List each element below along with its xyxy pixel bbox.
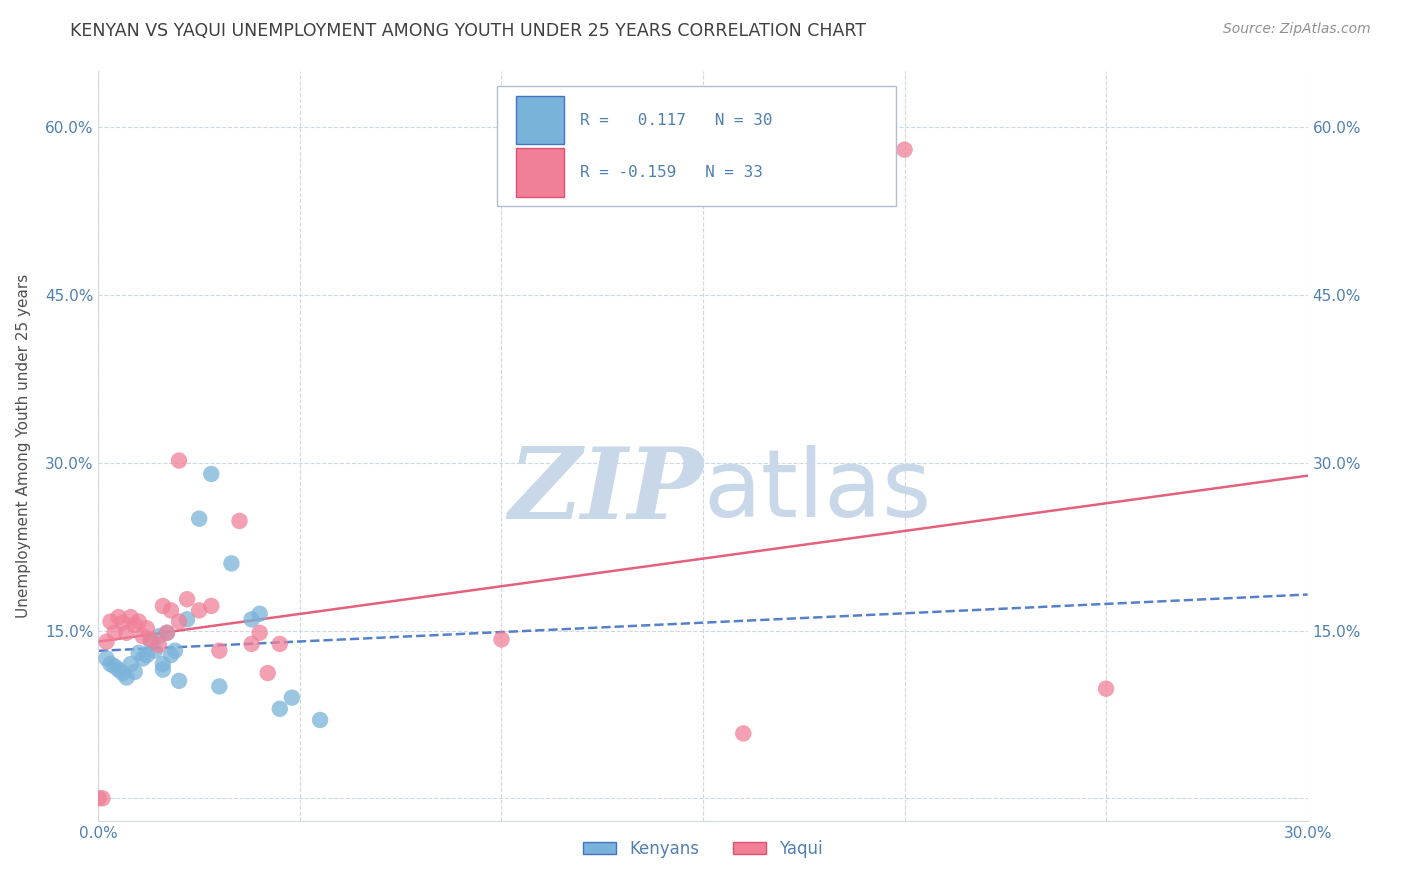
Point bbox=[1095, 681, 1118, 696]
Point bbox=[132, 651, 155, 665]
Point bbox=[152, 599, 174, 613]
Point bbox=[107, 610, 129, 624]
Text: KENYAN VS YAQUI UNEMPLOYMENT AMONG YOUTH UNDER 25 YEARS CORRELATION CHART: KENYAN VS YAQUI UNEMPLOYMENT AMONG YOUTH… bbox=[70, 22, 866, 40]
Point bbox=[188, 511, 211, 525]
Point bbox=[240, 612, 263, 626]
Point bbox=[733, 726, 755, 740]
Point bbox=[156, 625, 179, 640]
Text: atlas: atlas bbox=[703, 445, 931, 537]
Y-axis label: Unemployment Among Youth under 25 years: Unemployment Among Youth under 25 years bbox=[17, 274, 31, 618]
Point bbox=[87, 791, 110, 805]
Text: R = -0.159   N = 33: R = -0.159 N = 33 bbox=[579, 165, 762, 180]
Point bbox=[103, 625, 125, 640]
FancyBboxPatch shape bbox=[516, 95, 564, 145]
Point bbox=[893, 143, 915, 157]
Point bbox=[269, 702, 291, 716]
Point bbox=[221, 557, 243, 571]
Point bbox=[167, 615, 190, 629]
FancyBboxPatch shape bbox=[498, 87, 897, 206]
Point bbox=[249, 607, 271, 621]
Point bbox=[115, 625, 138, 640]
Point bbox=[309, 713, 332, 727]
Point bbox=[132, 629, 155, 643]
Point bbox=[120, 657, 142, 671]
Point bbox=[167, 453, 190, 467]
Point bbox=[135, 648, 157, 662]
Text: Source: ZipAtlas.com: Source: ZipAtlas.com bbox=[1223, 22, 1371, 37]
Point bbox=[208, 680, 231, 694]
Point bbox=[103, 659, 125, 673]
Point bbox=[139, 634, 162, 648]
Point bbox=[139, 632, 162, 647]
Point bbox=[91, 791, 114, 805]
Point bbox=[115, 671, 138, 685]
Point bbox=[124, 665, 146, 679]
Point bbox=[163, 643, 186, 657]
Point bbox=[160, 648, 183, 662]
Point bbox=[491, 632, 513, 647]
Legend: Kenyans, Yaqui: Kenyans, Yaqui bbox=[576, 833, 830, 864]
Point bbox=[100, 657, 122, 671]
Point bbox=[100, 615, 122, 629]
Point bbox=[228, 514, 250, 528]
Point bbox=[111, 615, 134, 630]
Point bbox=[152, 657, 174, 671]
Point bbox=[249, 625, 271, 640]
Point bbox=[128, 646, 150, 660]
Point bbox=[148, 629, 170, 643]
Point bbox=[281, 690, 304, 705]
Point bbox=[96, 634, 118, 648]
Point bbox=[200, 467, 222, 481]
Point bbox=[120, 610, 142, 624]
Point bbox=[143, 643, 166, 657]
Text: ZIP: ZIP bbox=[508, 442, 703, 539]
Point bbox=[176, 592, 198, 607]
Point bbox=[256, 666, 278, 681]
Point bbox=[200, 599, 222, 613]
Point bbox=[152, 663, 174, 677]
Point bbox=[111, 666, 134, 681]
Point bbox=[128, 615, 150, 629]
Point bbox=[124, 618, 146, 632]
Point bbox=[240, 637, 263, 651]
Point bbox=[156, 625, 179, 640]
Text: R =   0.117   N = 30: R = 0.117 N = 30 bbox=[579, 112, 772, 128]
FancyBboxPatch shape bbox=[516, 148, 564, 197]
Point bbox=[167, 673, 190, 688]
Point bbox=[160, 603, 183, 617]
Point bbox=[188, 603, 211, 617]
Point bbox=[135, 621, 157, 635]
Point bbox=[176, 612, 198, 626]
Point bbox=[148, 638, 170, 652]
Point bbox=[269, 637, 291, 651]
Point bbox=[96, 651, 118, 665]
Point bbox=[107, 663, 129, 677]
Point bbox=[208, 643, 231, 657]
